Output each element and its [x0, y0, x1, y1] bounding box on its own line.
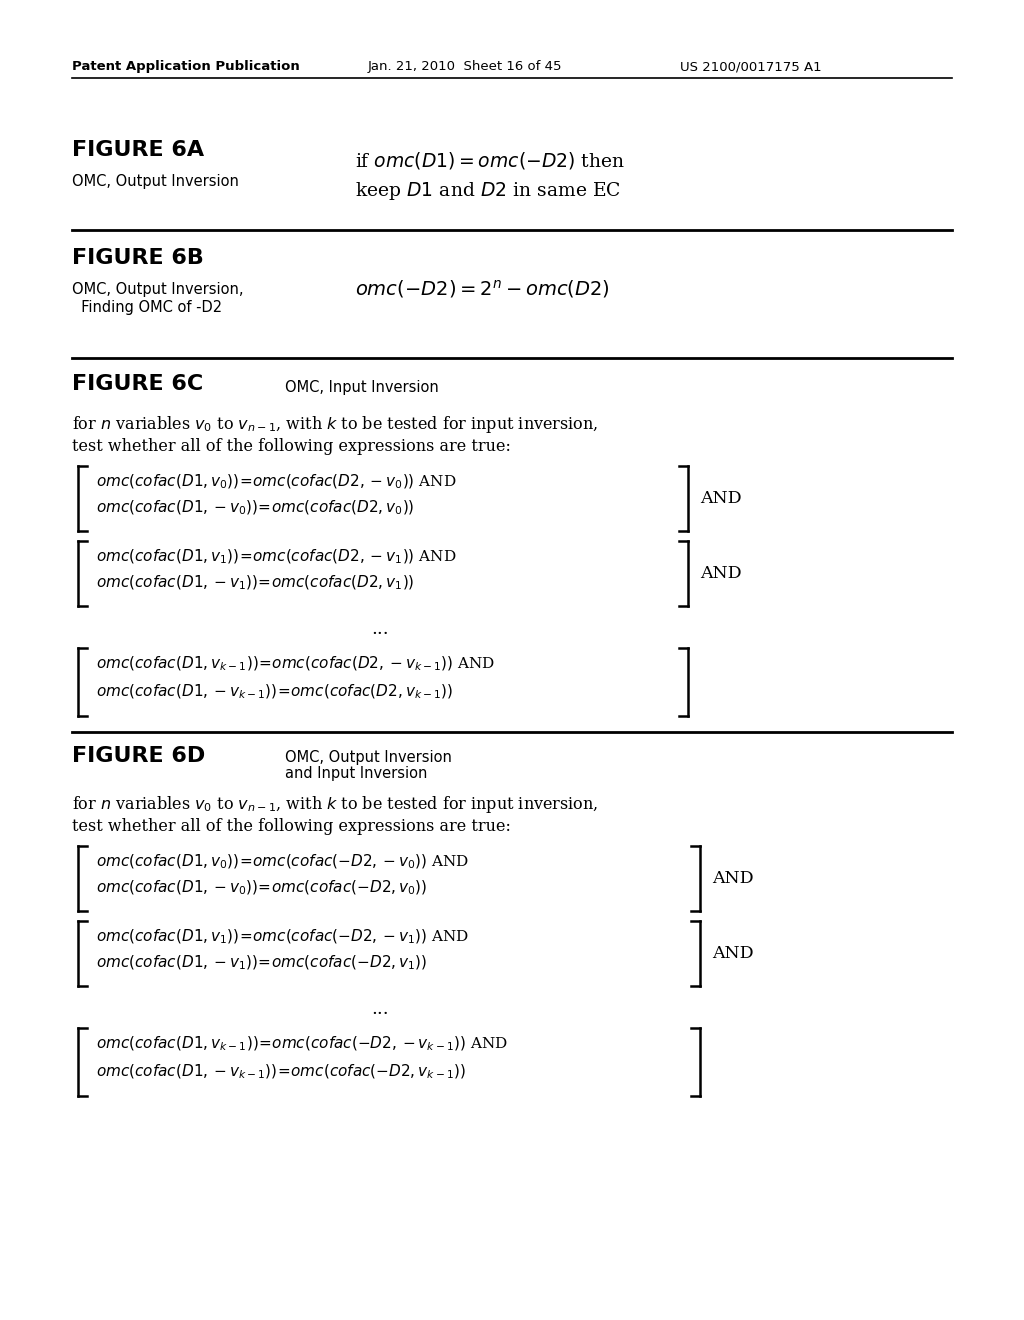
Text: US 2100/0017175 A1: US 2100/0017175 A1	[680, 59, 821, 73]
Text: $\mathit{omc}(\mathit{cofac}(D1,-v_1))\!=\!\mathit{omc}(\mathit{cofac}(-D2,v_1)): $\mathit{omc}(\mathit{cofac}(D1,-v_1))\!…	[96, 954, 427, 973]
Text: FIGURE 6D: FIGURE 6D	[72, 746, 205, 766]
Text: ...: ...	[371, 1001, 389, 1018]
Text: AND: AND	[700, 490, 741, 507]
Text: Jan. 21, 2010  Sheet 16 of 45: Jan. 21, 2010 Sheet 16 of 45	[368, 59, 562, 73]
Text: $\mathit{omc}(\mathit{cofac}(D1,v_{k-1}))\!=\!\mathit{omc}(\mathit{cofac}(-D2,-v: $\mathit{omc}(\mathit{cofac}(D1,v_{k-1})…	[96, 1035, 508, 1053]
Text: OMC, Output Inversion: OMC, Output Inversion	[285, 750, 452, 766]
Text: $\mathit{omc}(\mathit{cofac}(D1,-v_1))\!=\!\mathit{omc}(\mathit{cofac}(D2,v_1))$: $\mathit{omc}(\mathit{cofac}(D1,-v_1))\!…	[96, 574, 415, 593]
Text: $\mathit{omc}(\mathit{cofac}(D1,v_0))\!=\!\mathit{omc}(\mathit{cofac}(D2,-v_0))$: $\mathit{omc}(\mathit{cofac}(D1,v_0))\!=…	[96, 473, 457, 491]
Text: ...: ...	[371, 620, 389, 638]
Text: OMC, Input Inversion: OMC, Input Inversion	[285, 380, 438, 395]
Text: $\mathit{omc}(\mathit{cofac}(D1,v_1))\!=\!\mathit{omc}(\mathit{cofac}(D2,-v_1))$: $\mathit{omc}(\mathit{cofac}(D1,v_1))\!=…	[96, 548, 457, 566]
Text: $\mathit{omc}(-D2) = 2^n -\mathit{omc}(D2)$: $\mathit{omc}(-D2) = 2^n -\mathit{omc}(D…	[355, 279, 610, 300]
Text: AND: AND	[712, 870, 754, 887]
Text: keep $D1$ and $D2$ in same EC: keep $D1$ and $D2$ in same EC	[355, 180, 621, 202]
Text: FIGURE 6C: FIGURE 6C	[72, 374, 203, 393]
Text: test whether all of the following expressions are true:: test whether all of the following expres…	[72, 438, 511, 455]
Text: for $n$ variables $v_0$ to $v_{n-1}$, with $k$ to be tested for input inversion,: for $n$ variables $v_0$ to $v_{n-1}$, wi…	[72, 795, 598, 814]
Text: OMC, Output Inversion: OMC, Output Inversion	[72, 174, 239, 189]
Text: $\mathit{omc}(\mathit{cofac}(D1,v_0))\!=\!\mathit{omc}(\mathit{cofac}(-D2,-v_0)): $\mathit{omc}(\mathit{cofac}(D1,v_0))\!=…	[96, 853, 469, 871]
Text: AND: AND	[700, 565, 741, 582]
Text: test whether all of the following expressions are true:: test whether all of the following expres…	[72, 818, 511, 836]
Text: and Input Inversion: and Input Inversion	[285, 766, 427, 781]
Text: $\mathit{omc}(\mathit{cofac}(D1,v_1))\!=\!\mathit{omc}(\mathit{cofac}(-D2,-v_1)): $\mathit{omc}(\mathit{cofac}(D1,v_1))\!=…	[96, 928, 469, 946]
Text: Patent Application Publication: Patent Application Publication	[72, 59, 300, 73]
Text: for $n$ variables $v_0$ to $v_{n-1}$, with $k$ to be tested for input inversion,: for $n$ variables $v_0$ to $v_{n-1}$, wi…	[72, 414, 598, 436]
Text: FIGURE 6A: FIGURE 6A	[72, 140, 204, 160]
Text: FIGURE 6B: FIGURE 6B	[72, 248, 204, 268]
Text: $\mathit{omc}(\mathit{cofac}(D1,-v_{k-1}))\!=\!\mathit{omc}(\mathit{cofac}(-D2,v: $\mathit{omc}(\mathit{cofac}(D1,-v_{k-1}…	[96, 1063, 466, 1081]
Text: Finding OMC of -D2: Finding OMC of -D2	[72, 300, 222, 315]
Text: AND: AND	[712, 945, 754, 962]
Text: $\mathit{omc}(\mathit{cofac}(D1,-v_0))\!=\!\mathit{omc}(\mathit{cofac}(D2,v_0))$: $\mathit{omc}(\mathit{cofac}(D1,-v_0))\!…	[96, 499, 415, 517]
Text: $\mathit{omc}(\mathit{cofac}(D1,-v_0))\!=\!\mathit{omc}(\mathit{cofac}(-D2,v_0)): $\mathit{omc}(\mathit{cofac}(D1,-v_0))\!…	[96, 879, 427, 898]
Text: if $\mathit{omc}(D1) = \mathit{omc}(-D2)$ then: if $\mathit{omc}(D1) = \mathit{omc}(-D2)…	[355, 150, 625, 172]
Text: $\mathit{omc}(\mathit{cofac}(D1,v_{k-1}))\!=\!\mathit{omc}(\mathit{cofac}(D2,-v_: $\mathit{omc}(\mathit{cofac}(D1,v_{k-1})…	[96, 655, 495, 673]
Text: $\mathit{omc}(\mathit{cofac}(D1,-v_{k-1}))\!=\!\mathit{omc}(\mathit{cofac}(D2,v_: $\mathit{omc}(\mathit{cofac}(D1,-v_{k-1}…	[96, 682, 453, 701]
Text: OMC, Output Inversion,: OMC, Output Inversion,	[72, 282, 244, 297]
